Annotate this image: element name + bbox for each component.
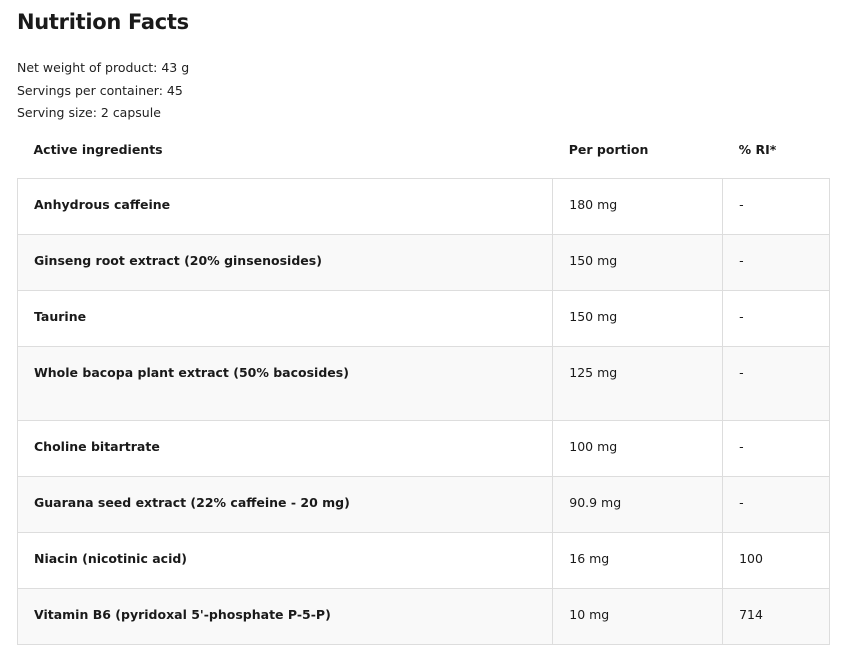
serving-size: Serving size: 2 capsule <box>17 105 161 120</box>
table-row: Niacin (nicotinic acid) 16 mg 100 <box>16 531 830 589</box>
per-portion-cell: 16 mg <box>552 531 724 589</box>
table-row: Ginseng root extract (20% ginsenosides) 1… <box>16 233 830 291</box>
ingredient-cell: Vitamin B6 (pyridoxal 5'-phosphate P-5-P… <box>16 587 554 645</box>
per-portion-cell: 180 mg <box>552 177 724 235</box>
ingredient-cell: Ginseng root extract (20% ginsenosides) <box>16 233 554 291</box>
header-per-portion: Per portion <box>568 142 649 157</box>
ri-cell: - <box>722 345 830 421</box>
per-portion-cell: 125 mg <box>552 345 724 421</box>
ingredient-cell: Choline bitartrate <box>16 419 554 477</box>
ingredient-cell: Niacin (nicotinic acid) <box>16 531 554 589</box>
ingredients-table: Active ingredients Per portion % RI* Anh… <box>16 130 830 645</box>
table-row: Anhydrous caffeine 180 mg - <box>16 177 830 235</box>
servings-per-container: Servings per container: 45 <box>17 82 183 98</box>
product-meta: Net weight of product: 43 g Servings per… <box>17 57 189 125</box>
ri-cell: - <box>722 233 830 291</box>
ri-cell: - <box>722 177 830 235</box>
per-portion-cell: 100 mg <box>552 419 724 477</box>
table-row: Choline bitartrate 100 mg - <box>16 419 830 477</box>
ri-cell: 714 <box>722 587 830 645</box>
table-row: Whole bacopa plant extract (50% bacoside… <box>16 345 830 421</box>
per-portion-cell: 150 mg <box>552 233 724 291</box>
ingredient-cell: Anhydrous caffeine <box>16 177 554 235</box>
ri-cell: - <box>722 289 830 347</box>
per-portion-cell: 10 mg <box>552 587 724 645</box>
table-row: Taurine 150 mg - <box>16 289 830 347</box>
net-weight: Net weight of product: 43 g <box>17 60 190 75</box>
header-ri: % RI* <box>738 142 777 157</box>
ingredient-cell: Taurine <box>16 289 554 347</box>
table-row: Vitamin B6 (pyridoxal 5'-phosphate P-5-P… <box>16 587 830 645</box>
per-portion-cell: 150 mg <box>552 289 724 347</box>
ri-cell: - <box>722 419 830 477</box>
ingredient-cell: Whole bacopa plant extract (50% bacoside… <box>16 345 554 421</box>
header-ingredient: Active ingredients <box>33 142 163 157</box>
ri-cell: 100 <box>722 531 830 589</box>
ri-cell: - <box>722 475 830 533</box>
page-title: Nutrition Facts <box>17 10 189 34</box>
table-row: Guarana seed extract (22% caffeine - 20 … <box>16 475 830 533</box>
table-header: Active ingredients Per portion % RI* <box>18 130 830 178</box>
ingredient-cell: Guarana seed extract (22% caffeine - 20 … <box>16 475 554 533</box>
per-portion-cell: 90.9 mg <box>552 475 724 533</box>
